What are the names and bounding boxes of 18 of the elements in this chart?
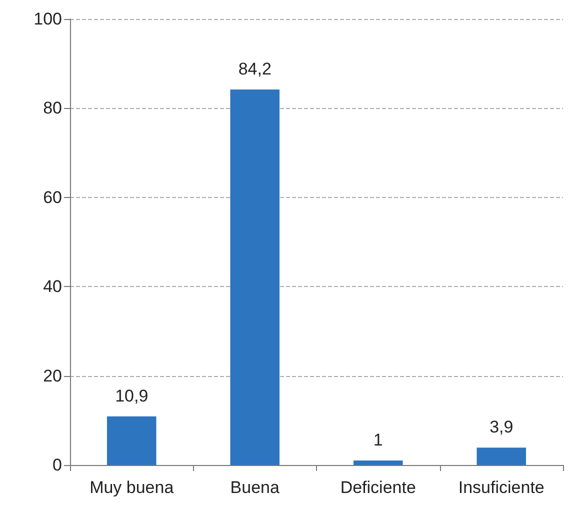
x-tick-label: Muy buena: [90, 478, 174, 497]
bar: [106, 416, 156, 465]
bar: [476, 448, 526, 465]
data-label: 3,9: [490, 418, 514, 437]
y-tick-label: 80: [43, 98, 62, 118]
data-label: 1: [373, 430, 383, 450]
bar: [230, 89, 280, 465]
y-tick-label: 60: [43, 188, 62, 207]
y-tick-label: 100: [34, 10, 62, 28]
x-tick-label: Buena: [230, 478, 280, 497]
data-label: 84,2: [238, 59, 272, 78]
x-tick-label: Deficiente: [340, 478, 416, 497]
y-tick-label: 0: [52, 456, 62, 474]
y-tick-label: 20: [43, 366, 62, 386]
x-tick-label: Insuficiente: [458, 478, 544, 497]
data-label: 10,9: [115, 386, 148, 406]
bar: [353, 460, 403, 465]
y-tick-label: 40: [43, 277, 62, 296]
